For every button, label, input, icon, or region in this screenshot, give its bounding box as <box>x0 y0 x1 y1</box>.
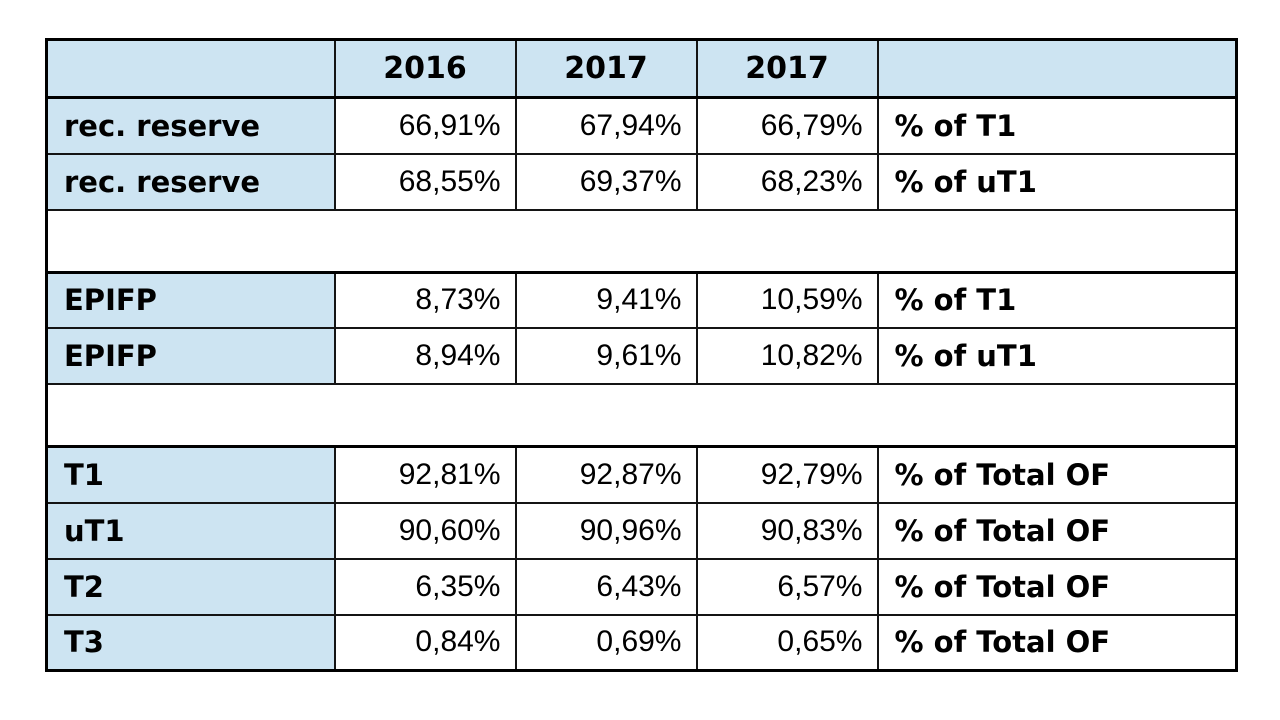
row-label: T3 <box>45 613 336 672</box>
value-cell: 9,61% <box>514 327 698 385</box>
row-label: EPIFP <box>45 271 336 329</box>
table-row: T3 0,84% 0,69% 0,65%% of Total OF <box>45 613 1238 672</box>
desc-cell: % of T1 <box>876 96 1238 155</box>
desc-cell: % of Total OF <box>876 557 1238 616</box>
row-label: T1 <box>45 445 336 504</box>
table-row: rec. reserve 68,55% 69,37% 68,23%% of uT1 <box>45 152 1238 211</box>
desc-cell: % of Total OF <box>876 445 1238 504</box>
spacer-cell <box>45 208 1238 274</box>
value-cell: 0,84% <box>333 613 517 672</box>
table-row: T2 6,35% 6,43% 6,57%% of Total OF <box>45 557 1238 616</box>
value-cell: 69,37% <box>514 152 698 211</box>
desc-cell: % of Total OF <box>876 613 1238 672</box>
header-cell-year-2016: 2016 <box>333 38 517 99</box>
value-cell: 6,57% <box>695 557 879 616</box>
desc-cell: % of uT1 <box>876 327 1238 385</box>
value-cell: 6,43% <box>514 557 698 616</box>
value-cell: 66,79% <box>695 96 879 155</box>
value-cell: 90,96% <box>514 501 698 560</box>
value-cell: 68,23% <box>695 152 879 211</box>
table-row: T1 92,81% 92,87% 92,79%% of Total OF <box>45 445 1238 504</box>
row-label: uT1 <box>45 501 336 560</box>
value-cell: 6,35% <box>333 557 517 616</box>
header-row: 2016 2017 2017 <box>45 38 1238 99</box>
desc-cell: % of T1 <box>876 271 1238 329</box>
spacer-cell <box>45 383 1238 448</box>
value-cell: 92,87% <box>514 445 698 504</box>
table-row: rec. reserve 66,91% 67,94% 66,79%% of T1 <box>45 96 1238 155</box>
table-body: rec. reserve 66,91% 67,94% 66,79%% of T1 rec… <box>45 96 1238 672</box>
data-table: 2016 2017 2017 rec. reserve 66,91% 67,94% 6… <box>45 38 1238 672</box>
value-cell: 9,41% <box>514 271 698 329</box>
value-cell: 68,55% <box>333 152 517 211</box>
value-cell: 90,83% <box>695 501 879 560</box>
table-row: EPIFP 8,94% 9,61% 10,82%% of uT1 <box>45 327 1238 385</box>
row-label: rec. reserve <box>45 96 336 155</box>
row-label: T2 <box>45 557 336 616</box>
value-cell: 10,82% <box>695 327 879 385</box>
spacer-row <box>45 383 1238 448</box>
table-row: EPIFP 8,73% 9,41% 10,59%% of T1 <box>45 271 1238 329</box>
value-cell: 0,69% <box>514 613 698 672</box>
table-header: 2016 2017 2017 <box>45 38 1238 99</box>
value-cell: 90,60% <box>333 501 517 560</box>
row-label: rec. reserve <box>45 152 336 211</box>
header-cell-desc-blank <box>876 38 1238 99</box>
table-row: uT1 90,60% 90,96% 90,83%% of Total OF <box>45 501 1238 560</box>
header-cell-year-2017b: 2017 <box>695 38 879 99</box>
value-cell: 67,94% <box>514 96 698 155</box>
value-cell: 10,59% <box>695 271 879 329</box>
value-cell: 8,94% <box>333 327 517 385</box>
value-cell: 66,91% <box>333 96 517 155</box>
value-cell: 0,65% <box>695 613 879 672</box>
desc-cell: % of uT1 <box>876 152 1238 211</box>
header-cell-year-2017a: 2017 <box>514 38 698 99</box>
header-cell-blank <box>45 38 336 99</box>
row-label: EPIFP <box>45 327 336 385</box>
value-cell: 8,73% <box>333 271 517 329</box>
value-cell: 92,81% <box>333 445 517 504</box>
spacer-row <box>45 208 1238 274</box>
desc-cell: % of Total OF <box>876 501 1238 560</box>
value-cell: 92,79% <box>695 445 879 504</box>
